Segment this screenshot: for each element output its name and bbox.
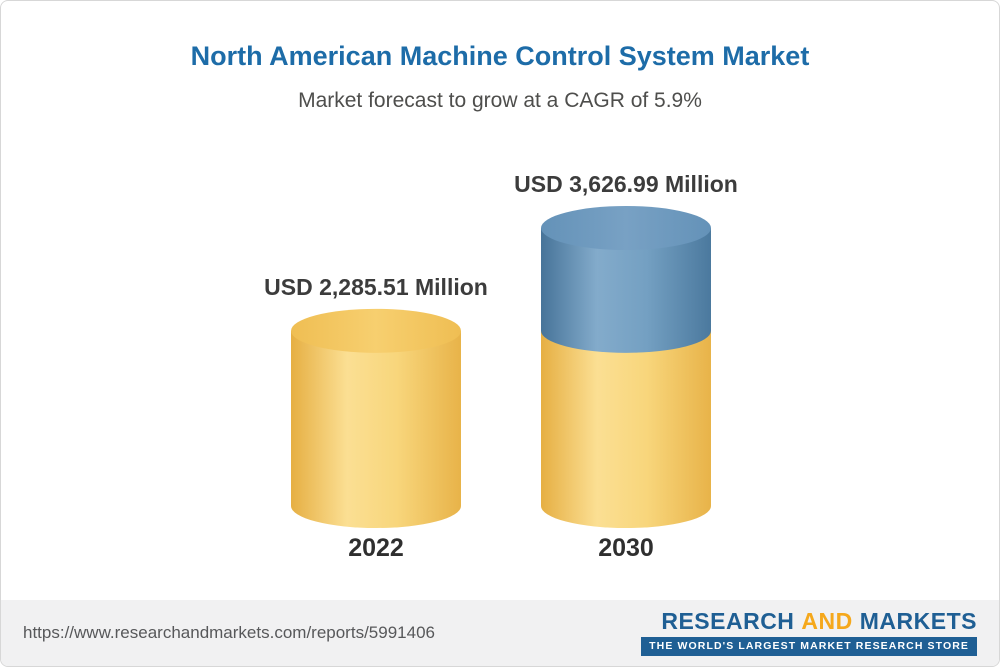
cylinder-body-2030-growth xyxy=(541,228,711,353)
logo-word-and: AND xyxy=(801,608,853,635)
logo-tagline: THE WORLD'S LARGEST MARKET RESEARCH STOR… xyxy=(641,637,977,656)
cylinder-top-2030 xyxy=(541,206,711,250)
category-label-2030: 2030 xyxy=(598,534,654,562)
cylinder-top-2022 xyxy=(291,308,461,353)
market-chart: USD 2,285.51 Million 2022 USD 3,626.99 Mil… xyxy=(1,1,999,601)
value-label-2022: USD 2,285.51 Million xyxy=(264,274,488,300)
cylinder-body-2022-base xyxy=(291,330,461,528)
logo-wordmark: RESEARCH AND MARKETS xyxy=(661,610,977,633)
logo-word-markets: MARKETS xyxy=(859,608,977,635)
footer-bar: https://www.researchandmarkets.com/repor… xyxy=(1,600,999,666)
chart-subtitle: Market forecast to grow at a CAGR of 5.9… xyxy=(298,89,702,112)
cylinder-bars-group: USD 2,285.51 Million 2022 USD 3,626.99 Mil… xyxy=(264,171,738,562)
report-url-link[interactable]: https://www.researchandmarkets.com/repor… xyxy=(23,623,435,642)
cylinder-body-2030-base xyxy=(541,330,711,528)
chart-header: North American Machine Control System Ma… xyxy=(1,1,999,113)
research-and-markets-logo: RESEARCH AND MARKETS THE WORLD'S LARGEST… xyxy=(641,610,977,656)
logo-word-research: RESEARCH xyxy=(661,608,795,635)
value-label-2030: USD 3,626.99 Million xyxy=(514,171,738,197)
category-label-2022: 2022 xyxy=(348,534,404,562)
chart-canvas: USD 2,285.51 Million 2022 USD 3,626.99 Mil… xyxy=(264,171,738,562)
chart-title: North American Machine Control System Ma… xyxy=(190,41,810,71)
